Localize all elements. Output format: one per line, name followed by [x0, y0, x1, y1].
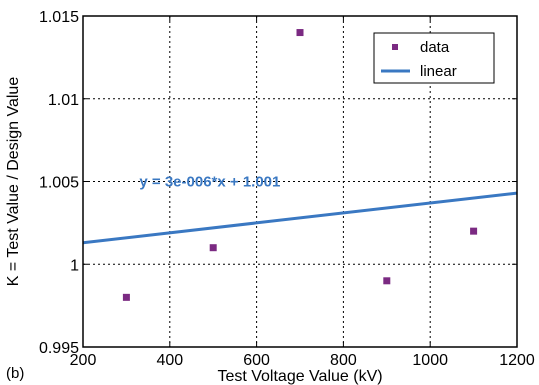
y-tick-label: 1.005: [39, 175, 79, 192]
y-tick-label: 1.01: [48, 92, 79, 109]
fit-equation-label: y = 3e-006*x + 1.001: [139, 173, 280, 190]
y-axis-title: K = Test Value / Design Value: [5, 77, 22, 287]
data-point: [122, 293, 130, 301]
axis-ticks: 200 400 600 800 1000 1200 0.995 1 1.005 1.01 1.015: [39, 9, 535, 369]
data-point: [470, 227, 478, 235]
data-point: [383, 277, 391, 285]
legend: data linear: [373, 32, 495, 84]
data-point: [209, 244, 217, 252]
x-tick-label: 1000: [412, 352, 448, 369]
panel-label: (b): [6, 365, 24, 382]
y-tick-label: 1: [70, 257, 79, 274]
linear-fit-line: [82, 191, 518, 245]
legend-data-label: data: [420, 39, 450, 56]
data-points: [122, 29, 478, 301]
y-tick-label: 1.015: [39, 9, 79, 26]
x-tick-label: 800: [330, 352, 357, 369]
x-tick-label: 400: [156, 352, 183, 369]
fit-line-layer: [82, 191, 518, 245]
legend-linear-label: linear: [420, 63, 457, 80]
x-tick-label: 200: [70, 352, 97, 369]
x-tick-label: 600: [243, 352, 270, 369]
x-tick-label: 1200: [499, 352, 535, 369]
legend-box: [373, 32, 495, 84]
y-tick-label: 0.995: [39, 340, 79, 357]
legend-data-marker: [392, 44, 398, 50]
x-axis-title: Test Voltage Value (kV): [217, 368, 382, 385]
data-point: [296, 29, 304, 37]
